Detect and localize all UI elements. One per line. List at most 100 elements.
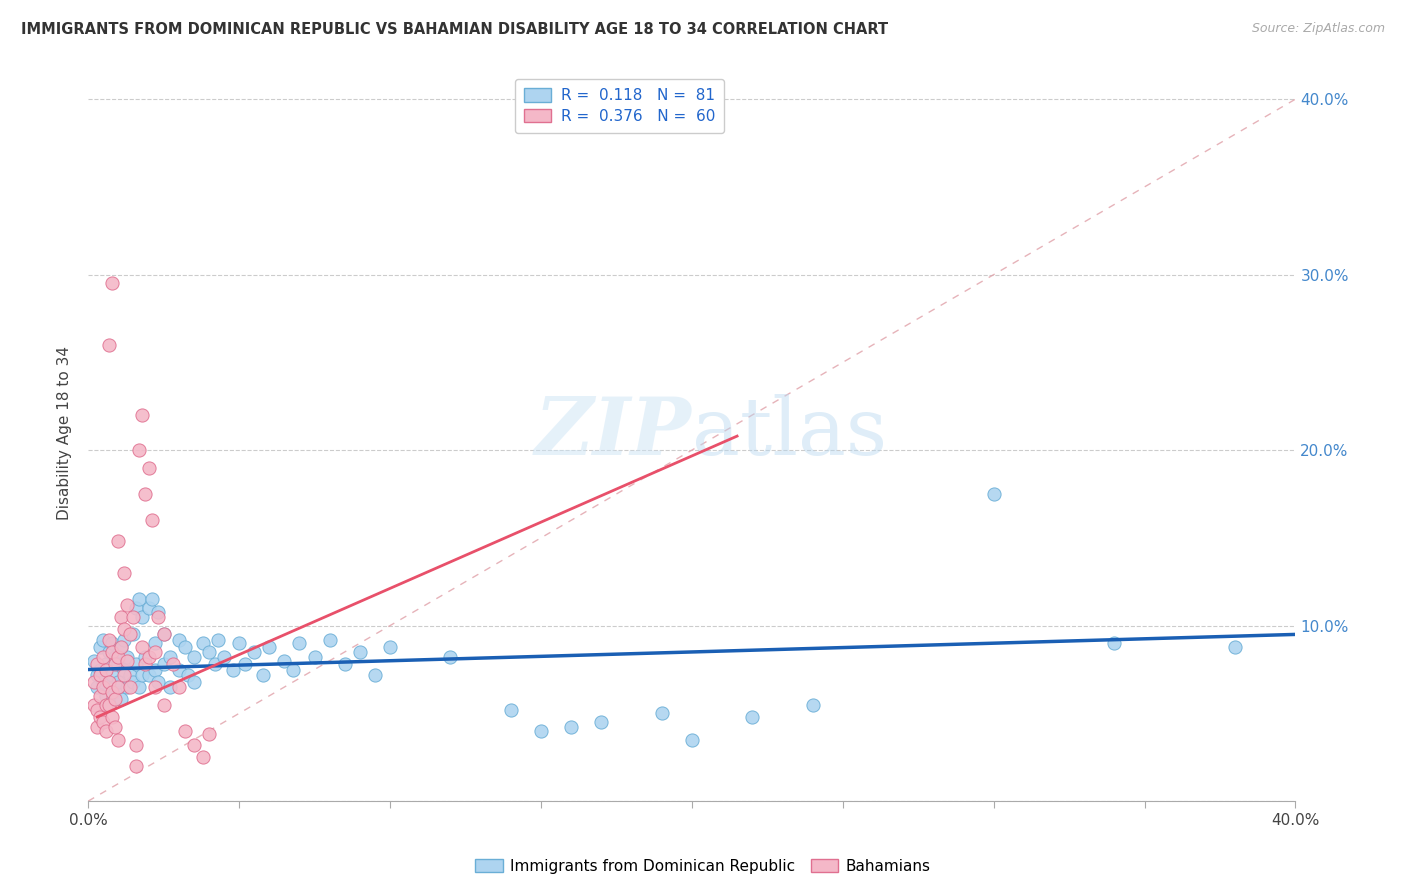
Point xyxy=(128,592,150,607)
Point xyxy=(167,632,190,647)
Point xyxy=(128,443,150,458)
Text: ZIP: ZIP xyxy=(534,394,692,471)
Point xyxy=(86,703,108,717)
Point xyxy=(107,674,129,689)
Point xyxy=(159,680,181,694)
Point xyxy=(204,657,226,672)
Point xyxy=(98,338,121,352)
Point xyxy=(83,654,105,668)
Point xyxy=(98,698,121,712)
Point xyxy=(104,692,127,706)
Point xyxy=(530,723,553,738)
Point xyxy=(173,640,195,654)
Point xyxy=(143,680,166,694)
Point xyxy=(107,657,129,672)
Point xyxy=(110,692,132,706)
Point xyxy=(86,721,108,735)
Point xyxy=(101,685,124,699)
Point xyxy=(152,698,174,712)
Text: Source: ZipAtlas.com: Source: ZipAtlas.com xyxy=(1251,22,1385,36)
Point xyxy=(681,732,703,747)
Point xyxy=(117,598,139,612)
Point xyxy=(138,601,160,615)
Point xyxy=(101,667,124,681)
Point xyxy=(86,680,108,694)
Point xyxy=(983,487,1005,501)
Point xyxy=(91,680,114,694)
Point xyxy=(198,645,221,659)
Point xyxy=(104,657,127,672)
Point xyxy=(167,663,190,677)
Point xyxy=(333,657,356,672)
Point xyxy=(96,663,118,677)
Text: IMMIGRANTS FROM DOMINICAN REPUBLIC VS BAHAMIAN DISABILITY AGE 18 TO 34 CORRELATI: IMMIGRANTS FROM DOMINICAN REPUBLIC VS BA… xyxy=(21,22,889,37)
Point xyxy=(117,650,139,665)
Point xyxy=(257,640,280,654)
Point xyxy=(439,650,461,665)
Legend: Immigrants from Dominican Republic, Bahamians: Immigrants from Dominican Republic, Baha… xyxy=(470,853,936,880)
Point xyxy=(152,627,174,641)
Point xyxy=(107,680,129,694)
Point xyxy=(120,680,142,694)
Point xyxy=(183,738,205,752)
Point xyxy=(89,640,111,654)
Point xyxy=(98,645,121,659)
Point xyxy=(101,645,124,659)
Point xyxy=(273,654,295,668)
Point xyxy=(125,738,148,752)
Point xyxy=(134,650,156,665)
Point xyxy=(112,632,135,647)
Point xyxy=(228,636,250,650)
Point xyxy=(131,610,153,624)
Point xyxy=(128,680,150,694)
Point xyxy=(349,645,371,659)
Point xyxy=(378,640,401,654)
Point xyxy=(101,710,124,724)
Point xyxy=(143,663,166,677)
Point xyxy=(96,723,118,738)
Point xyxy=(112,566,135,580)
Point xyxy=(651,706,673,721)
Point xyxy=(191,750,214,764)
Point xyxy=(146,605,169,619)
Point xyxy=(83,698,105,712)
Point xyxy=(283,663,305,677)
Point xyxy=(86,667,108,681)
Point xyxy=(98,698,121,712)
Point xyxy=(198,727,221,741)
Point xyxy=(1223,640,1246,654)
Point xyxy=(560,721,582,735)
Point xyxy=(212,650,235,665)
Point xyxy=(143,645,166,659)
Point xyxy=(112,667,135,681)
Point xyxy=(107,732,129,747)
Point xyxy=(89,710,111,724)
Point xyxy=(107,534,129,549)
Point xyxy=(152,657,174,672)
Text: atlas: atlas xyxy=(692,393,887,472)
Point xyxy=(104,685,127,699)
Point xyxy=(1104,636,1126,650)
Point xyxy=(89,663,111,677)
Point xyxy=(183,650,205,665)
Point xyxy=(122,674,145,689)
Point xyxy=(146,610,169,624)
Point xyxy=(104,721,127,735)
Point xyxy=(191,636,214,650)
Point xyxy=(591,715,613,730)
Point xyxy=(741,710,763,724)
Point xyxy=(131,408,153,422)
Point xyxy=(131,640,153,654)
Point xyxy=(96,698,118,712)
Point xyxy=(134,657,156,672)
Point xyxy=(167,680,190,694)
Point xyxy=(177,667,200,681)
Point xyxy=(141,592,163,607)
Point xyxy=(162,657,184,672)
Point xyxy=(89,689,111,703)
Point xyxy=(252,667,274,681)
Point xyxy=(122,610,145,624)
Point xyxy=(120,667,142,681)
Point xyxy=(98,632,121,647)
Point xyxy=(143,636,166,650)
